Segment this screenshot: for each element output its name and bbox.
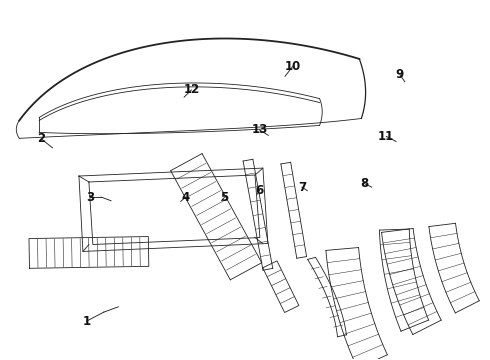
Text: 1: 1 <box>83 315 91 328</box>
Text: 3: 3 <box>86 191 94 204</box>
Text: 2: 2 <box>37 132 46 145</box>
Text: 10: 10 <box>285 60 301 73</box>
Text: 5: 5 <box>220 191 229 204</box>
Text: 8: 8 <box>360 177 368 190</box>
Text: 12: 12 <box>183 84 199 96</box>
Text: 9: 9 <box>396 68 404 81</box>
Text: 6: 6 <box>255 184 264 197</box>
Text: 4: 4 <box>181 191 190 204</box>
Text: 13: 13 <box>251 123 268 136</box>
Text: 7: 7 <box>298 181 306 194</box>
Text: 11: 11 <box>378 130 394 143</box>
